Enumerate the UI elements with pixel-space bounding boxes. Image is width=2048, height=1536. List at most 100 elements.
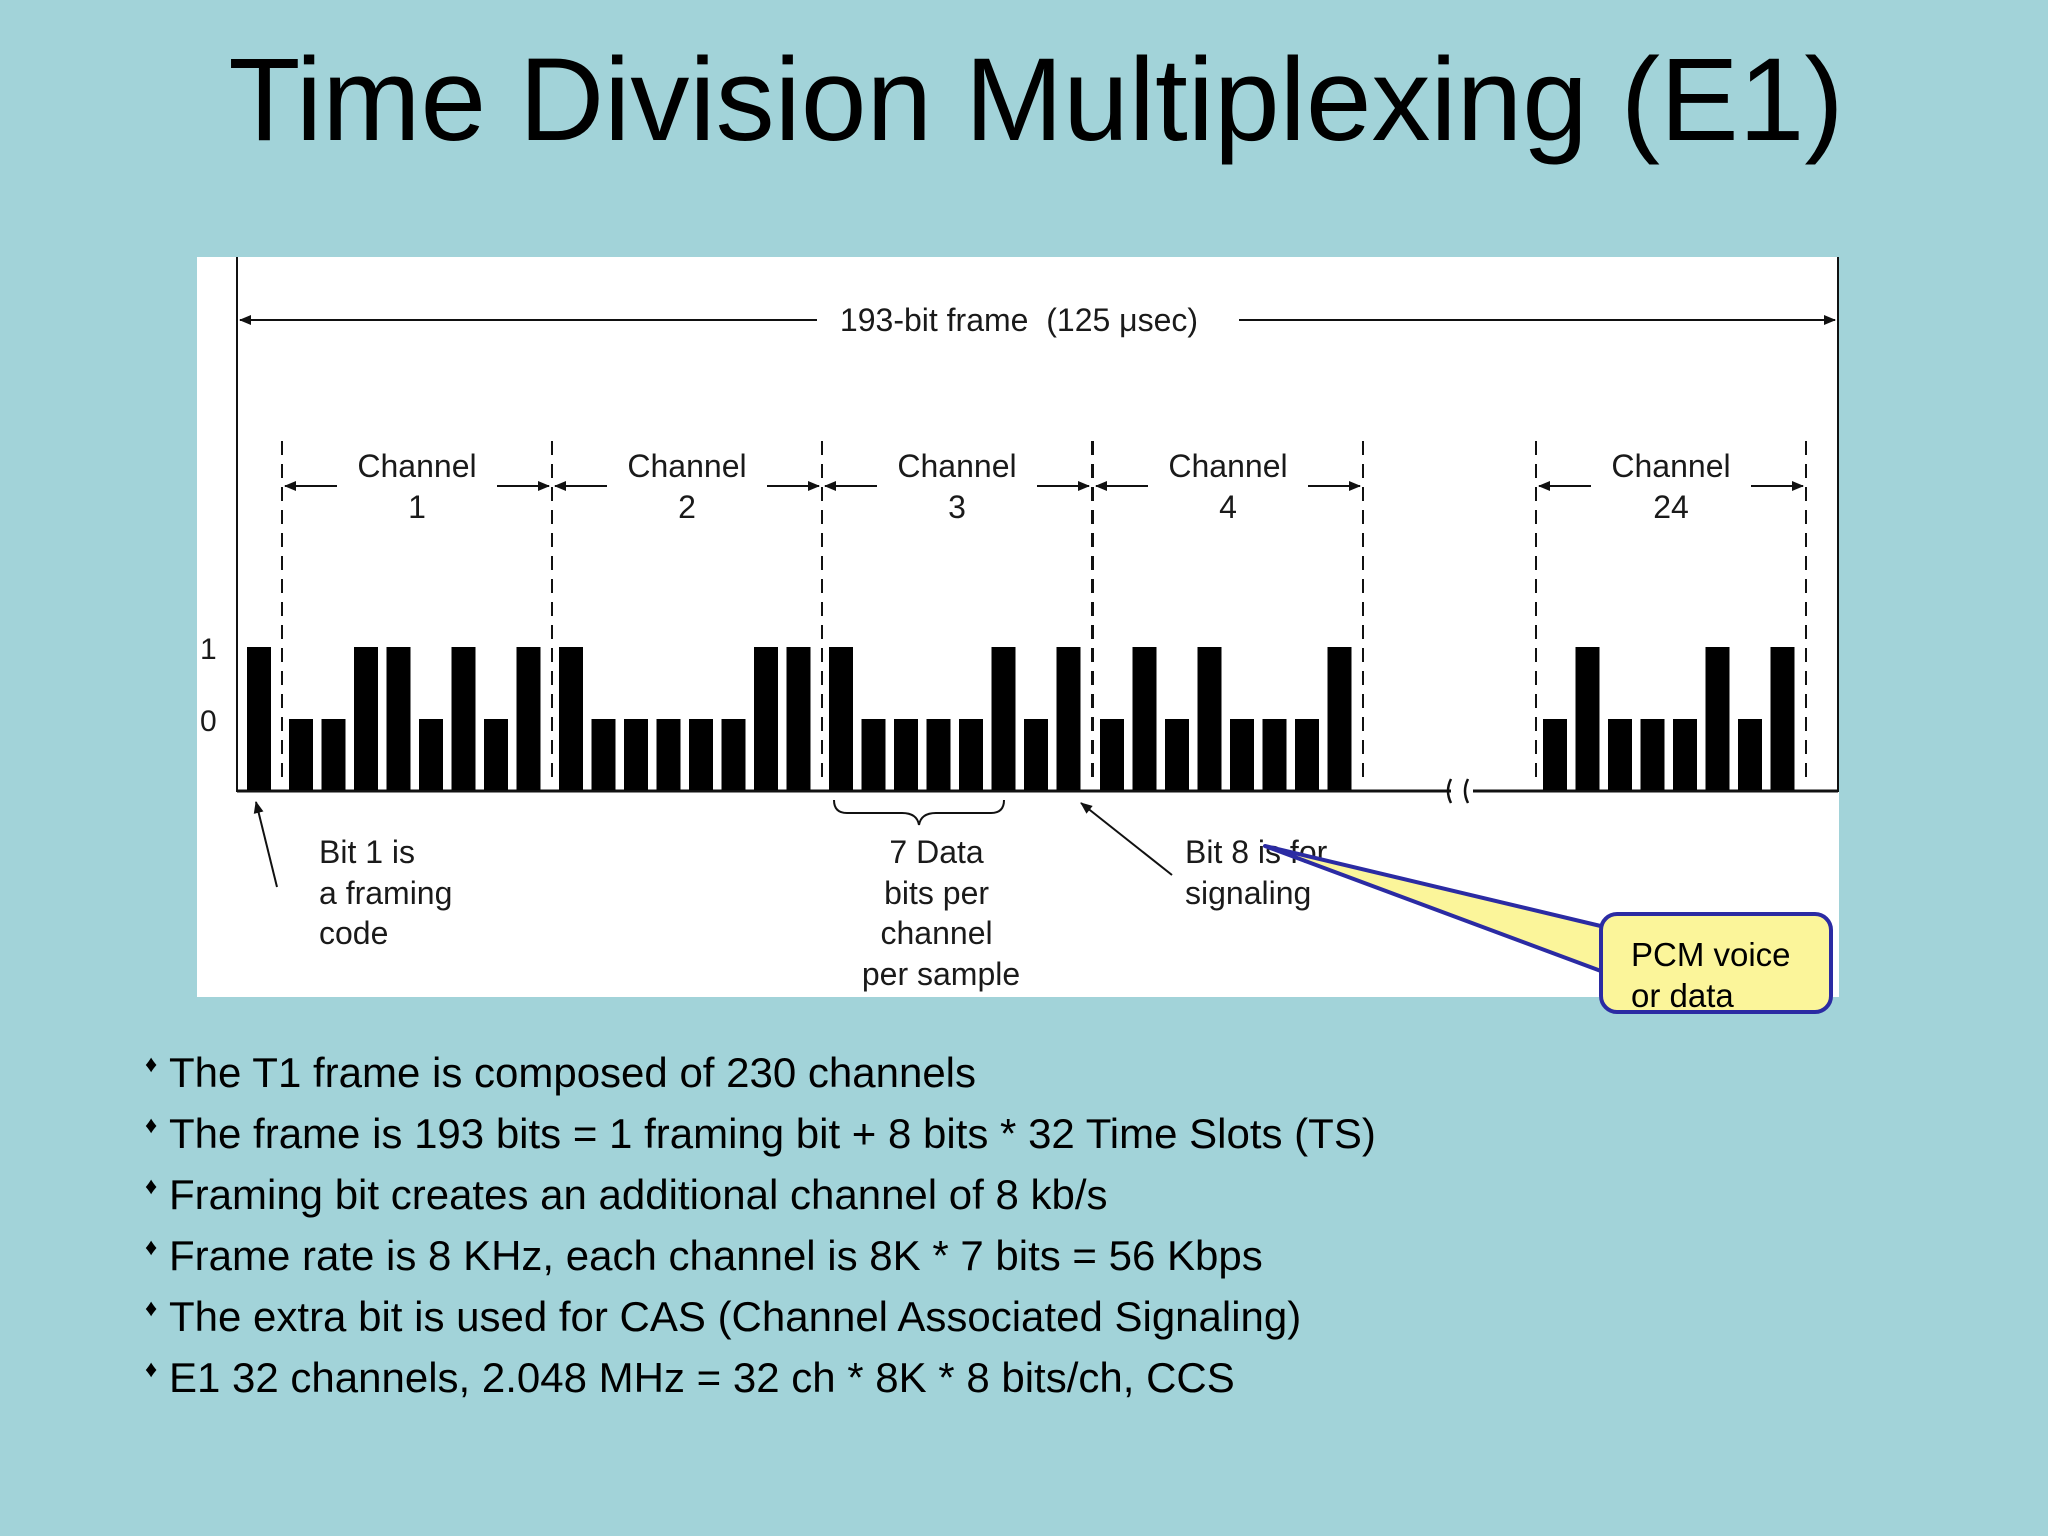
channel-4-bit-bar (1165, 719, 1189, 790)
bit-bars (247, 647, 1795, 790)
channel-2-bit-bar (689, 719, 713, 790)
framing-note-line-3: code (319, 915, 388, 951)
data-note-line-3: channel (881, 915, 993, 951)
channel-label: Channel (1611, 448, 1730, 484)
bullet-item: ♦ The frame is 193 bits = 1 framing bit +… (145, 1103, 1376, 1164)
channel-2-bit-bar (656, 719, 681, 790)
channel-24-bit-bar (1640, 719, 1665, 790)
channel-2-bit-bar (786, 647, 811, 790)
channel-4-bit-bar (1132, 647, 1157, 790)
channel-4-bit-bar (1197, 647, 1222, 790)
data-note-line-2: bits per (884, 875, 989, 911)
channel-2-bit-bar (721, 719, 746, 790)
diamond-bullet-icon: ♦ (145, 1051, 158, 1078)
channel-number: 3 (948, 489, 966, 525)
channel-3-bit-bar (926, 719, 951, 790)
channel-label-backdrop (337, 442, 497, 526)
channel-4-bit-bar (1230, 719, 1254, 790)
channel-label-backdrop (607, 442, 767, 526)
channel-number: 4 (1219, 489, 1237, 525)
diagram-canvas: 193-bit frame (125 μsec) 1 0 Channel1Cha… (200, 257, 1839, 992)
data-note-line-4: per sample (862, 956, 1020, 992)
channel-1-bit-bar (516, 647, 541, 790)
bullet-text: The frame is 193 bits = 1 framing bit + … (169, 1110, 1376, 1157)
channel-3-bit-bar (829, 647, 853, 790)
data-bits-note: 7 Data bits per channel per sample (862, 834, 1020, 992)
channel-2-bit-bar (754, 647, 778, 790)
diamond-bullet-icon: ♦ (145, 1356, 158, 1383)
channel-1-bit-bar (386, 647, 411, 790)
channel-4-bit-bar (1262, 719, 1287, 790)
bullet-list: ♦ The T1 frame is composed of 230 channel… (145, 1042, 1376, 1408)
frame-length-label: 193-bit frame (125 μsec) (840, 302, 1198, 338)
channel-label: Channel (1168, 448, 1287, 484)
framing-bit-note: Bit 1 is a framing code (319, 834, 461, 951)
callout-pointer (1263, 844, 1611, 976)
bullet-text: The T1 frame is composed of 230 channels (169, 1049, 977, 1096)
framing-bit-bar (247, 647, 271, 790)
channel-label: Channel (897, 448, 1016, 484)
callout-line-1: PCM voice (1631, 936, 1791, 973)
channel-1-bit-bar (289, 719, 313, 790)
channel-3-bit-bar (991, 647, 1016, 790)
channel-24-bit-bar (1608, 719, 1632, 790)
channel-24-bit-bar (1738, 719, 1762, 790)
signaling-note-line-2: signaling (1185, 875, 1311, 911)
channel-number: 1 (408, 489, 426, 525)
channel-3-bit-bar (894, 719, 918, 790)
channel-label: Channel (627, 448, 746, 484)
bullet-item: ♦ Frame rate is 8 KHz, each channel is 8K… (145, 1225, 1376, 1286)
data-note-line-1: 7 Data (889, 834, 983, 870)
channel-1-bit-bar (419, 719, 443, 790)
channel-3-bit-bar (1056, 647, 1081, 790)
bullet-item: ♦ The T1 frame is composed of 230 channel… (145, 1042, 1376, 1103)
channel-2-bit-bar (624, 719, 648, 790)
signaling-bit-pointer (1080, 802, 1173, 876)
channel-24-bit-bar (1543, 719, 1567, 790)
channel-label-backdrop (1591, 442, 1751, 526)
framing-bit-pointer (253, 801, 278, 888)
channel-1-bit-bar (321, 719, 346, 790)
channel-24-bit-bar (1575, 647, 1600, 790)
tdm-frame-diagram: 193-bit frame (125 μsec) 1 0 Channel 1 Cha… (197, 257, 1839, 997)
channel-4-bit-bar (1327, 647, 1352, 790)
channel-number: 2 (678, 489, 696, 525)
level-label-high: 1 (200, 633, 217, 666)
channel-1-bit-bar (451, 647, 476, 790)
channel-4-bit-bar (1100, 719, 1124, 790)
data-bits-brace (833, 799, 1005, 826)
line-break-symbol (1446, 778, 1470, 804)
channel-markers: Channel 1 Channel 2 Channel 3 Channel 4 Channel 2… (281, 441, 1807, 785)
diamond-bullet-icon: ♦ (145, 1173, 158, 1200)
channel-label: Channel (357, 448, 476, 484)
channel-24-bit-bar (1770, 647, 1795, 790)
framing-note-line-2: a framing (319, 875, 452, 911)
channel-3-bit-bar (959, 719, 983, 790)
diamond-bullet-icon: ♦ (145, 1112, 158, 1139)
framing-note-line-1: Bit 1 is (319, 834, 415, 870)
level-label-low: 0 (200, 705, 217, 738)
channel-3-bit-bar (1024, 719, 1048, 790)
channel-1-bit-bar (484, 719, 508, 790)
bullet-text: The extra bit is used for CAS (Channel A… (169, 1293, 1302, 1340)
channel-label-backdrop (877, 442, 1037, 526)
signaling-bit-note: Bit 8 is for signaling (1185, 834, 1336, 911)
channel-24-bit-bar (1673, 719, 1697, 790)
slide-title: Time Division Multiplexing (E1) (228, 34, 1844, 166)
bullet-item: ♦ Framing bit creates an additional chann… (145, 1164, 1376, 1225)
channel-label-backdrop (1148, 442, 1308, 526)
bullet-text: Frame rate is 8 KHz, each channel is 8K … (169, 1232, 1263, 1279)
bullet-item: ♦ E1 32 channels, 2.048 MHz = 32 ch * 8K … (145, 1347, 1376, 1408)
channel-4-bit-bar (1295, 719, 1319, 790)
channel-number: 24 (1653, 489, 1689, 525)
channel-3-bit-bar (861, 719, 886, 790)
channel-2-bit-bar (559, 647, 583, 790)
channel-1-bit-bar (354, 647, 378, 790)
channel-24-bit-bar (1705, 647, 1730, 790)
pcm-callout: PCM voice or data (1599, 912, 1833, 1014)
channel-2-bit-bar (591, 719, 616, 790)
signaling-note-line-1: Bit 8 is for (1185, 834, 1328, 870)
bullet-text: E1 32 channels, 2.048 MHz = 32 ch * 8K *… (169, 1354, 1235, 1401)
bullet-text: Framing bit creates an additional channe… (169, 1171, 1108, 1218)
diamond-bullet-icon: ♦ (145, 1295, 158, 1322)
